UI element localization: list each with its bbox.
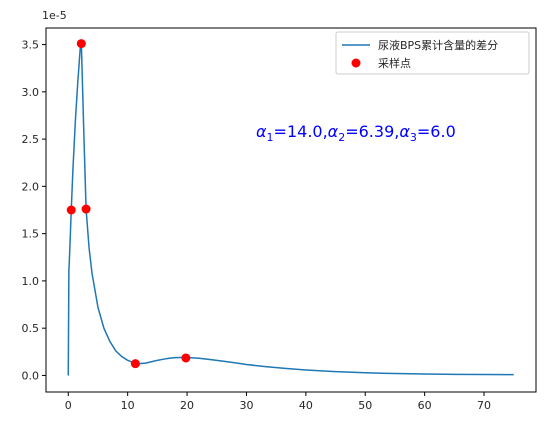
- legend: 尿液BPS累计含量的差分 采样点: [335, 31, 530, 75]
- plot-area: [45, 27, 537, 393]
- x-tick-label: 60: [418, 399, 432, 412]
- legend-label-points: 采样点: [378, 56, 411, 70]
- annotation-text: α1=14.0,α2=6.39,α3=6.0: [256, 122, 456, 144]
- x-tick-label: 40: [299, 399, 313, 412]
- sample-point: [81, 204, 91, 214]
- x-tick-label: 30: [239, 399, 253, 412]
- y-tick-label: 3.0: [22, 86, 40, 99]
- sample-point: [76, 39, 86, 49]
- y-tick-label: 2.0: [22, 180, 40, 193]
- x-tick-label: 0: [65, 399, 72, 412]
- sample-point: [181, 353, 191, 363]
- x-tick-label: 10: [121, 399, 135, 412]
- legend-label-line: 尿液BPS累计含量的差分: [378, 38, 498, 52]
- y-tick-label: 1.0: [22, 275, 40, 288]
- y-tick-label: 0.5: [22, 322, 40, 335]
- x-tick-label: 50: [358, 399, 372, 412]
- series-line: [67, 42, 514, 376]
- legend-point-swatch: [351, 58, 361, 68]
- y-offset-label: 1e-5: [42, 9, 67, 22]
- sample-point: [66, 205, 76, 215]
- y-tick-label: 3.5: [22, 39, 40, 52]
- x-tick-label: 20: [180, 399, 194, 412]
- y-tick-label: 0.0: [22, 369, 40, 382]
- y-axis: 0.0 0.5 1.0 1.5 2.0 2.5 3.0 3.5: [22, 39, 46, 382]
- axes-frame: [45, 27, 537, 393]
- y-tick-label: 2.5: [22, 133, 40, 146]
- legend-frame: [335, 31, 530, 75]
- sample-point: [130, 359, 140, 369]
- parameter-annotation: α1=14.0,α2=6.39,α3=6.0: [256, 122, 456, 144]
- y-tick-label: 1.5: [22, 228, 40, 241]
- x-tick-label: 70: [477, 399, 491, 412]
- x-axis: 0 10 20 30 40 50 60 70: [65, 392, 491, 412]
